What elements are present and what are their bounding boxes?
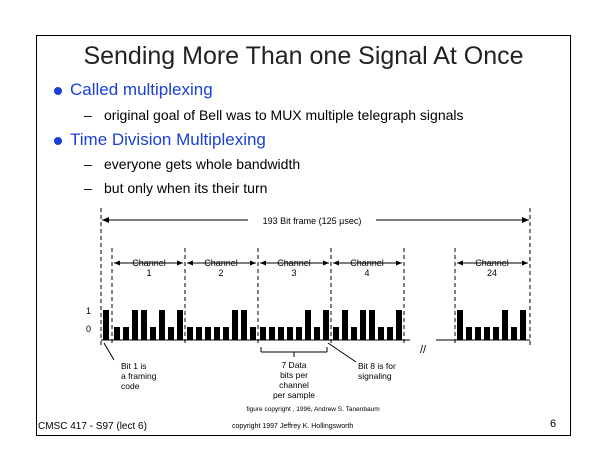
ch3-bit-bar — [269, 327, 275, 340]
arrowhead-icon — [177, 260, 183, 266]
data-note-line: 7 Data — [281, 360, 306, 370]
ch2-bit-bar — [205, 327, 211, 340]
channel-2-label: Channel — [204, 258, 238, 268]
ch4-bit-bar — [360, 310, 366, 340]
channel-24-label: Channel — [475, 258, 509, 268]
ch3-bit-bar — [287, 327, 293, 340]
ch24-bit-bar — [466, 327, 472, 340]
ch3-bit-bar — [296, 327, 302, 340]
bullet-dot-icon — [54, 137, 62, 145]
ch24-bit-bar — [493, 327, 499, 340]
bullet-multiplexing: Called multiplexing — [70, 80, 213, 99]
bit1-note-line: code — [121, 381, 140, 391]
arrowhead-icon — [260, 260, 266, 266]
bullet-dot-icon — [54, 87, 62, 95]
course-label: CMSC 417 - S97 (lect 6) — [38, 421, 147, 432]
channel-3-label: Channel — [277, 258, 311, 268]
bit1-note-line: a framing — [121, 371, 157, 381]
data-note-line: bits per — [280, 370, 308, 380]
arrowhead-icon — [333, 260, 339, 266]
arrowhead-icon — [323, 260, 329, 266]
channel-4-number: 4 — [364, 268, 369, 278]
ch1-bit-bar — [141, 310, 147, 340]
channel-4-label: Channel — [350, 258, 384, 268]
ch24-bit-bar — [511, 327, 517, 340]
ch4-bit-bar — [351, 327, 357, 340]
ch3-bit-bar — [305, 310, 311, 340]
arrowhead-icon — [114, 260, 120, 266]
ch24-bit-bar — [484, 327, 490, 340]
arrowhead-icon — [457, 260, 463, 266]
ch24-bit-bar — [502, 310, 508, 340]
ch2-bit-bar — [250, 327, 256, 340]
framing-bit-bar — [103, 310, 109, 340]
ch2-bit-bar — [196, 327, 202, 340]
channel-3-number: 3 — [291, 268, 296, 278]
ch4-bit-bar — [378, 327, 384, 340]
bit8-note-line: Bit 8 is for — [358, 361, 396, 371]
sub-bullet-bell: original goal of Bell was to MUX multipl… — [104, 107, 464, 123]
data-note-line: channel — [279, 380, 309, 390]
arrowhead-icon — [250, 260, 256, 266]
ch2-bit-bar — [223, 327, 229, 340]
figure-credit: figure copyright , 1996, Andrew S. Tanen… — [246, 406, 379, 413]
bit8-pointer — [327, 342, 357, 363]
ch1-bit-bar — [150, 327, 156, 340]
channel-24-number: 24 — [487, 268, 497, 278]
channel-2-number: 2 — [218, 268, 223, 278]
ch2-bit-bar — [241, 310, 247, 340]
bit8-note-line: signaling — [358, 371, 392, 381]
ch2-bit-bar — [214, 327, 220, 340]
copyright-label: copyright 1997 Jeffrey K. Hollingsworth — [232, 423, 354, 430]
sub-bullet-bandwidth: everyone gets whole bandwidth — [104, 156, 301, 172]
dash-icon: – — [84, 180, 92, 196]
ch24-bit-bar — [457, 310, 463, 340]
arrowhead-icon — [396, 260, 402, 266]
dash-icon: – — [84, 156, 92, 172]
bullet-tdm: Time Division Multiplexing — [70, 130, 266, 149]
ch3-bit-bar — [323, 310, 329, 340]
data-note-line: per sample — [273, 390, 315, 400]
ch1-bit-bar — [123, 327, 129, 340]
ch1-bit-bar — [177, 310, 183, 340]
channel-1-number: 1 — [146, 268, 151, 278]
level-high-label: 1 — [86, 306, 91, 316]
slide-title: Sending More Than one Signal At Once — [83, 42, 524, 70]
ch2-bit-bar — [232, 310, 238, 340]
page-number: 6 — [550, 418, 557, 430]
ch4-bit-bar — [369, 310, 375, 340]
ch3-bit-bar — [278, 327, 284, 340]
ch4-bit-bar — [333, 327, 339, 340]
ch4-bit-bar — [387, 327, 393, 340]
ch3-bit-bar — [314, 327, 320, 340]
arrowhead-icon — [522, 260, 528, 266]
ch4-bit-bar — [396, 310, 402, 340]
slide-frame — [36, 35, 571, 436]
ch1-bit-bar — [159, 310, 165, 340]
ch1-bit-bar — [168, 327, 174, 340]
ch4-bit-bar — [342, 310, 348, 340]
channel-1-label: Channel — [132, 258, 166, 268]
level-low-label: 0 — [86, 324, 91, 334]
ch24-bit-bar — [475, 327, 481, 340]
bit1-pointer — [103, 342, 115, 361]
frame-label: 193 Bit frame (125 µsec) — [263, 216, 362, 226]
sub-bullet-turn: but only when its their turn — [104, 180, 268, 196]
arrowhead-right-icon — [522, 217, 529, 223]
ch1-bit-bar — [132, 310, 138, 340]
bit1-note-line: Bit 1 is — [121, 361, 147, 371]
arrowhead-icon — [187, 260, 193, 266]
ch2-bit-bar — [187, 327, 193, 340]
arrowhead-left-icon — [102, 217, 109, 223]
dash-icon: – — [84, 107, 92, 123]
ch24-bit-bar — [520, 310, 526, 340]
ch1-bit-bar — [114, 327, 120, 340]
gap-break-icon: // — [420, 344, 427, 356]
ch3-bit-bar — [260, 327, 266, 340]
